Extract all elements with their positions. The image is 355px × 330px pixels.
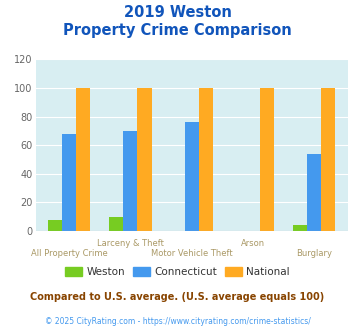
Legend: Weston, Connecticut, National: Weston, Connecticut, National [61,263,294,281]
Bar [185,122,199,231]
Bar [62,134,76,231]
Bar [199,88,213,231]
Bar [321,88,335,231]
Bar [48,219,62,231]
Text: All Property Crime: All Property Crime [31,249,108,258]
Text: Larceny & Theft: Larceny & Theft [97,239,164,248]
Bar [260,88,274,231]
Text: Motor Vehicle Theft: Motor Vehicle Theft [151,249,233,258]
Bar [137,88,152,231]
Text: Compared to U.S. average. (U.S. average equals 100): Compared to U.S. average. (U.S. average … [31,292,324,302]
Text: Property Crime Comparison: Property Crime Comparison [63,23,292,38]
Text: Arson: Arson [241,239,265,248]
Bar [293,225,307,231]
Text: Burglary: Burglary [296,249,332,258]
Bar [307,154,321,231]
Bar [124,131,137,231]
Text: © 2025 CityRating.com - https://www.cityrating.com/crime-statistics/: © 2025 CityRating.com - https://www.city… [45,317,310,326]
Bar [76,88,90,231]
Bar [109,217,124,231]
Text: 2019 Weston: 2019 Weston [124,5,231,20]
